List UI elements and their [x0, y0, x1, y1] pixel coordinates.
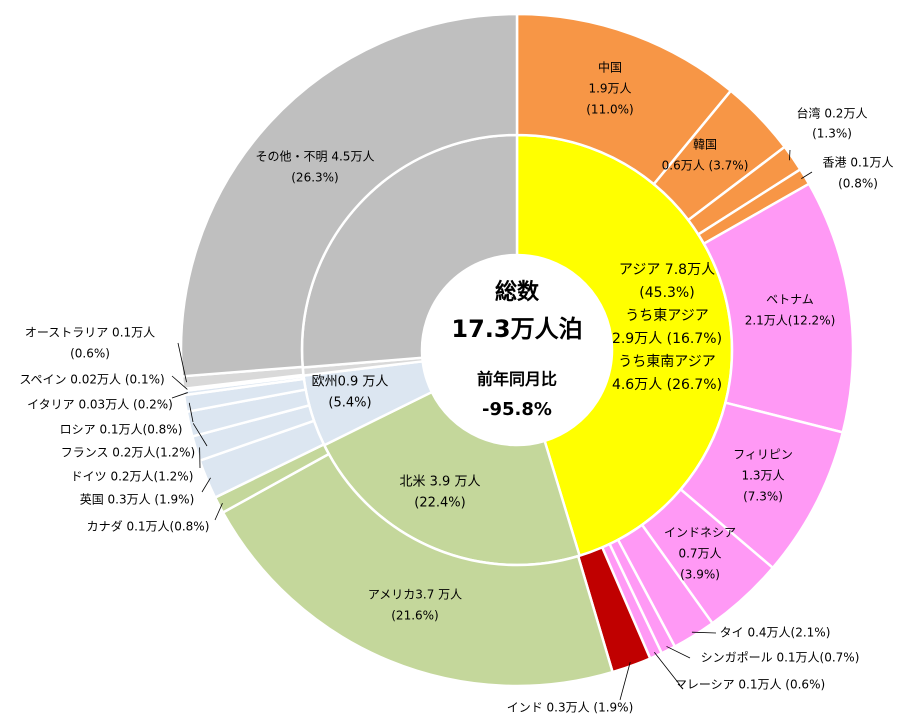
segment-label: 香港 0.1万人 [823, 156, 894, 170]
leader-line [654, 652, 681, 686]
leader-line [214, 503, 223, 521]
center-text: 総数 [495, 279, 540, 305]
segment-label: (11.0%) [586, 103, 633, 117]
segment-label: うち東南アジア [618, 354, 715, 370]
outer-ring [179, 12, 855, 688]
inner-ring [300, 133, 734, 567]
segment-label: 0.7万人 [678, 547, 721, 561]
segment-label: うち東アジア [625, 308, 708, 324]
segment-label: その他・不明 4.5万人 [256, 150, 375, 164]
leader-line [171, 392, 188, 399]
segment-label: 2.9万人 (16.7%) [612, 331, 722, 347]
segment-label: 韓国 [693, 138, 717, 152]
leader-line [691, 631, 717, 634]
segment-label: タイ 0.4万人(2.1%) [720, 626, 831, 640]
segment-label: 台湾 0.2万人 [797, 106, 868, 121]
leader-line [801, 171, 813, 179]
leader-line [171, 375, 188, 390]
center-text: 前年同月比 [477, 370, 557, 389]
segment-label: フランス 0.2万人(1.2%) [61, 446, 196, 460]
segment-label: (3.9%) [680, 568, 720, 582]
segment-label: イタリア 0.03万人 (0.2%) [27, 398, 173, 412]
segment-label: シンガポール 0.1万人(0.7%) [701, 651, 860, 665]
center-text: 17.3万人泊 [451, 315, 582, 343]
segment-label: インドネシア [664, 526, 736, 540]
leader-line [789, 149, 791, 161]
leader-line [201, 477, 211, 493]
segment-label: (1.3%) [812, 127, 852, 141]
segment-label: カナダ 0.1万人(0.8%) [87, 519, 210, 534]
segment-label: 1.3万人 [741, 469, 784, 483]
segment-label: (0.8%) [838, 177, 878, 191]
segment-label: 4.6万人 (26.7%) [612, 377, 722, 393]
center-text: -95.8% [482, 399, 552, 420]
segment-label: アメリカ3.7 万人 [368, 588, 462, 602]
segment-label: ベトナム [766, 293, 814, 307]
segment-label: インド 0.3万人 (1.9%) [507, 701, 634, 715]
segment-label: (21.6%) [391, 609, 438, 623]
segment-label: (45.3%) [639, 285, 694, 301]
segment-label: 中国 [598, 60, 622, 75]
leader-line [619, 661, 631, 701]
segment-label: 0.6万人 (3.7%) [662, 159, 749, 173]
segment-label: 北米 3.9 万人 [400, 475, 481, 490]
segment-label: (5.4%) [328, 396, 371, 411]
segment-label: オーストラリア 0.1万人 [25, 326, 155, 340]
segment-label: スペイン 0.02万人 (0.1%) [19, 373, 164, 387]
leader-line [177, 342, 187, 383]
segment-label: ドイツ 0.2万人(1.2%) [71, 470, 194, 484]
segment-label: フィリピン [733, 448, 793, 462]
segment-label: 欧州0.9 万人 [312, 375, 389, 390]
segment-label: アジア 7.8万人 [619, 262, 715, 278]
center-hole [424, 257, 610, 443]
segment-label: 2.1万人(12.2%) [745, 314, 836, 328]
leader-line [192, 423, 208, 447]
segment-label: 1.9万人 [588, 82, 631, 96]
segment-label: (26.3%) [291, 171, 338, 185]
segment-label: (22.4%) [414, 496, 465, 511]
segment [179, 12, 519, 378]
leader-line [666, 646, 691, 659]
segment-label: 英国 0.3万人 (1.9%) [80, 493, 195, 507]
segment-label: マレーシア 0.1万人 (0.6%) [675, 678, 825, 692]
segment [221, 452, 615, 688]
segment-label: ロシア 0.1万人(0.8%) [60, 423, 183, 437]
segment-label: (7.3%) [743, 490, 783, 504]
segment-label: (0.6%) [70, 347, 110, 361]
leader-line [188, 402, 194, 423]
